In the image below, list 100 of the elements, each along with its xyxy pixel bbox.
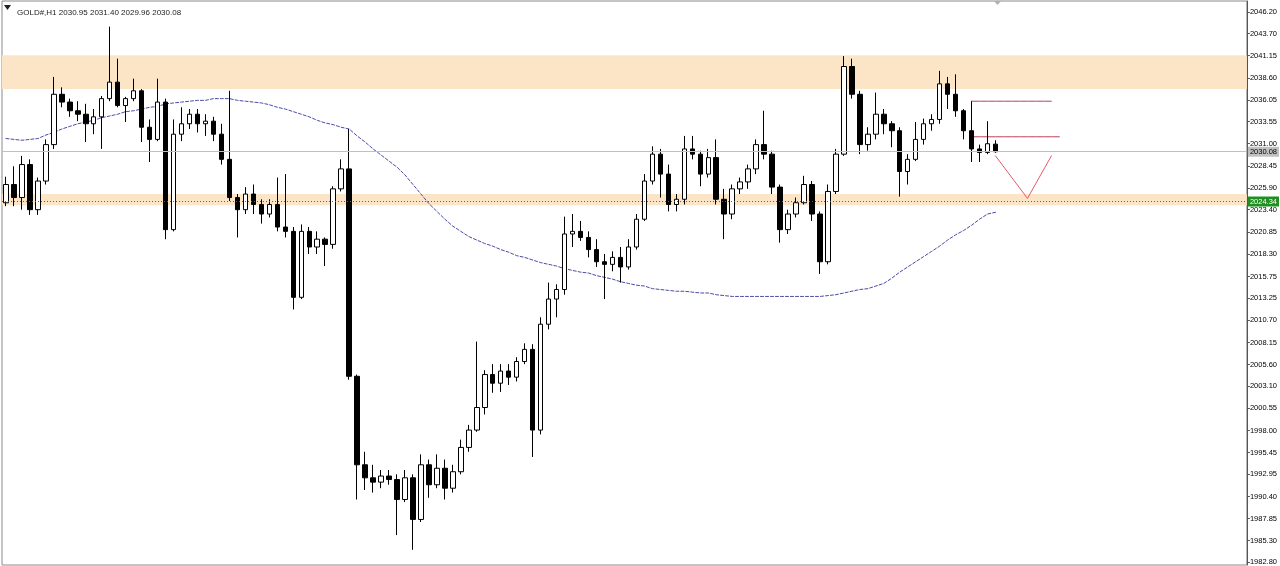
candlestick [857,90,863,155]
candlestick [195,108,200,133]
candlestick [163,98,168,240]
candlestick [251,184,256,215]
candlestick [131,78,136,102]
candlestick [466,424,472,453]
candlestick [769,150,775,195]
candlestick [825,184,831,265]
candlestick [642,173,647,222]
candlestick [99,95,104,150]
candlestick [817,210,823,275]
candlestick [841,55,847,157]
candlestick [721,188,727,240]
candlestick [386,469,392,486]
candlestick [426,459,432,499]
candlestick [51,76,57,150]
candlestick [618,246,623,284]
candlestick [442,459,448,500]
candlestick [330,185,336,250]
candlestick [570,213,575,248]
candlestick [506,363,511,386]
candlestick [227,90,232,202]
candlestick [283,173,288,238]
candlestick [849,58,855,100]
candlestick [291,226,296,310]
candlestick [602,253,607,300]
candlestick [538,316,543,435]
candlestick [881,108,887,135]
candlestick [354,374,360,500]
candlestick [75,100,81,122]
candlestick [67,98,73,118]
candlestick [921,118,926,146]
candlestick [123,96,128,123]
candlestick [737,177,743,195]
candlestick [610,250,615,272]
candlestick [59,86,65,108]
candlestick [19,155,25,211]
candlestick [458,439,464,475]
line-series [5,98,997,297]
candlestick [338,158,344,192]
candlestick [586,230,591,258]
candlestick [666,164,671,212]
candlestick [394,473,400,536]
text: GOLD#,H1 2030.95 2031.40 2029.96 2030.08 [17,7,182,17]
candlestick [626,238,631,271]
candlestick [753,138,759,175]
candlestick [793,197,799,218]
candlestick [785,209,791,235]
candlestick [562,216,567,296]
candlestick [729,184,735,220]
candlestick [450,464,456,494]
candlestick [905,153,910,186]
candlestick [698,150,703,187]
candlestick [498,363,503,393]
candlestick [713,138,719,205]
candlestick [546,282,551,330]
candlestick [985,120,990,155]
candlestick [370,464,376,494]
candlestick [530,343,535,458]
candlestick [155,78,160,142]
candlestick [171,118,176,232]
candlestick [490,363,495,394]
candlestick [554,283,559,318]
candlestick [322,236,328,267]
candlestick [801,175,807,205]
candlestick [745,164,751,190]
candlestick [945,76,950,110]
candlestick [937,70,942,125]
candlestick [147,118,152,163]
candlestick [35,177,41,216]
candlestick [961,108,966,140]
candlestick [929,113,934,132]
candlestick [434,453,440,489]
candlestick [243,186,248,215]
candlestick [115,58,120,108]
candlestick [634,213,639,251]
candlestick [889,120,895,148]
candlestick [650,145,655,186]
candlestick [11,165,17,207]
candlestick [91,108,96,135]
candlestick [410,473,416,551]
candlestick [203,113,208,137]
candlestick [107,26,112,102]
candlestick [474,341,480,433]
candlestick [418,453,424,523]
candlestick [211,116,216,142]
candlestick [3,176,9,207]
candlestick [809,180,815,222]
candlestick [578,220,583,242]
candlestick [314,230,320,255]
candlestick [777,184,783,244]
candlestick [187,108,192,130]
candlestick [514,356,519,382]
candlestick [897,126,902,198]
candlestick [307,226,312,255]
candlestick [219,123,224,166]
candlestick [969,100,974,163]
candlestick [275,177,280,232]
candlestick [953,73,958,118]
candlestick [299,223,304,300]
